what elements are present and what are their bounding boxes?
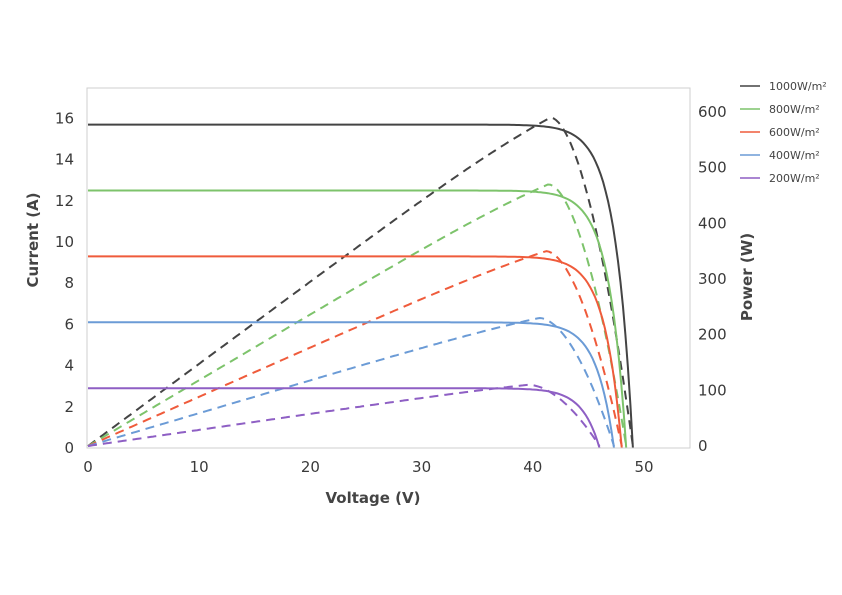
curves-layer <box>87 116 634 449</box>
y-tick-label: 14 <box>55 151 74 169</box>
y2-tick-label: 0 <box>698 437 708 455</box>
y-tick-label: 4 <box>64 357 74 375</box>
y-tick-label: 6 <box>64 315 74 333</box>
y2-axis-title: Power (W) <box>738 233 756 321</box>
x-tick-label: 10 <box>190 458 209 476</box>
x-axis-ticks: 0 10 20 30 40 50 <box>83 458 653 476</box>
y-tick-label: 12 <box>55 192 74 210</box>
y2-tick-label: 500 <box>698 159 727 177</box>
pv-curve-0 <box>87 116 634 447</box>
y-tick-label: 16 <box>55 109 74 127</box>
legend-label: 600W/m² <box>769 126 820 139</box>
pv-curve-2 <box>87 250 623 447</box>
y-tick-label: 0 <box>64 439 74 457</box>
pv-curve-3 <box>87 316 615 447</box>
x-tick-label: 20 <box>301 458 320 476</box>
y2-axis-ticks: 0 100 200 300 400 500 600 <box>698 103 727 455</box>
y-tick-label: 10 <box>55 233 74 251</box>
x-axis-title: Voltage (V) <box>326 489 421 507</box>
x-tick-label: 30 <box>412 458 431 476</box>
legend-label: 200W/m² <box>769 172 820 185</box>
y-tick-label: 2 <box>64 398 74 416</box>
y-axis-ticks: 0 2 4 6 8 10 12 14 16 <box>55 109 74 457</box>
y-axis-title: Current (A) <box>24 192 42 287</box>
y2-tick-label: 100 <box>698 381 727 399</box>
iv-curve-4 <box>88 387 601 449</box>
y2-tick-label: 200 <box>698 326 727 344</box>
y2-tick-label: 300 <box>698 270 727 288</box>
pv-curve-1 <box>87 183 628 447</box>
x-tick-label: 50 <box>634 458 653 476</box>
y2-tick-label: 400 <box>698 214 727 232</box>
plot-frame <box>86 87 691 449</box>
iv-curve-1 <box>88 189 628 449</box>
iv-curve-2 <box>88 255 623 449</box>
legend-label: 400W/m² <box>769 149 820 162</box>
x-tick-label: 40 <box>523 458 542 476</box>
legend-label: 1000W/m² <box>769 80 827 93</box>
iv-curve-0 <box>88 123 634 449</box>
iv-curve-3 <box>88 321 615 449</box>
legend-label: 800W/m² <box>769 103 820 116</box>
y-tick-label: 8 <box>64 274 74 292</box>
x-tick-label: 0 <box>83 458 93 476</box>
legend: 1000W/m² 800W/m² 600W/m² 400W/m² 200W/m² <box>740 80 827 185</box>
y2-tick-label: 600 <box>698 103 727 121</box>
pv-curve-4 <box>87 383 601 447</box>
